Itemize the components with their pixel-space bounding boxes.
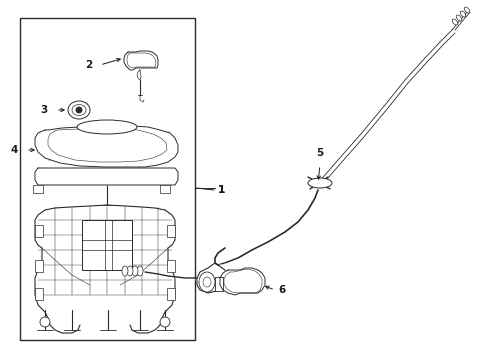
Text: 1: 1	[218, 185, 225, 195]
Ellipse shape	[455, 15, 461, 21]
Text: 5: 5	[316, 148, 323, 158]
Bar	[35, 225, 43, 237]
Bar	[167, 260, 175, 272]
Text: 2: 2	[84, 60, 92, 70]
Bar	[33, 185, 43, 193]
Circle shape	[76, 107, 82, 113]
Ellipse shape	[459, 11, 465, 17]
Bar	[160, 185, 170, 193]
Ellipse shape	[127, 266, 133, 276]
Ellipse shape	[203, 277, 210, 287]
Polygon shape	[124, 51, 158, 70]
Polygon shape	[220, 268, 264, 295]
Ellipse shape	[77, 120, 137, 134]
Ellipse shape	[137, 266, 142, 276]
Ellipse shape	[122, 266, 128, 276]
Bar	[20, 18, 195, 340]
Circle shape	[160, 317, 170, 327]
Ellipse shape	[199, 272, 215, 292]
Bar	[215, 277, 223, 291]
Circle shape	[40, 317, 50, 327]
Ellipse shape	[132, 266, 138, 276]
Text: 3: 3	[41, 105, 48, 115]
Text: 1: 1	[198, 185, 225, 195]
Text: 6: 6	[278, 285, 285, 295]
Ellipse shape	[307, 178, 331, 188]
Bar	[167, 225, 175, 237]
Ellipse shape	[451, 19, 457, 25]
Ellipse shape	[463, 7, 469, 13]
Ellipse shape	[68, 101, 90, 119]
Bar	[35, 288, 43, 300]
Bar	[167, 288, 175, 300]
Polygon shape	[35, 125, 178, 167]
Bar	[35, 260, 43, 272]
Text: 4: 4	[11, 145, 18, 155]
Polygon shape	[35, 168, 178, 185]
Ellipse shape	[72, 104, 86, 116]
Bar	[82, 220, 132, 270]
